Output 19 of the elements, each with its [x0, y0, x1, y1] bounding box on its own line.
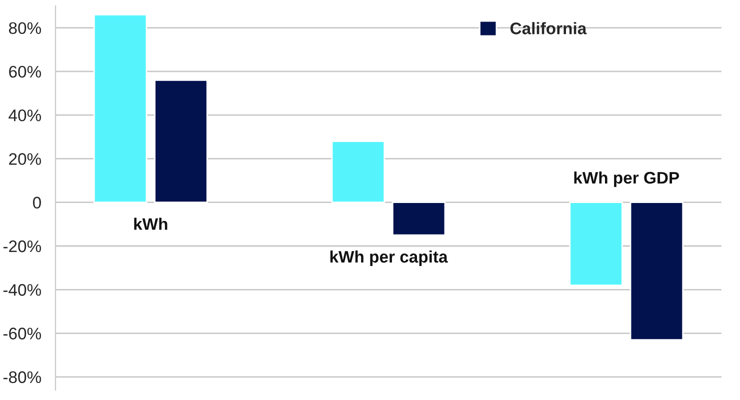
bar [569, 202, 623, 286]
y-tick-label: -40% [3, 284, 42, 296]
y-tick-label: 0 [32, 196, 41, 209]
y-tick-label: -20% [3, 240, 42, 252]
x-tick-label: kWh per capita [330, 250, 448, 266]
y-tick-label: 20% [9, 153, 42, 165]
x-tick-label: kWh per GDP [574, 171, 680, 188]
y-tick-label: -80% [3, 371, 42, 384]
bar [93, 14, 148, 204]
y-tick-label: 80% [8, 22, 42, 34]
x-tick-label: kWh [134, 218, 168, 230]
bar [630, 202, 684, 341]
bar [392, 202, 446, 236]
bar [154, 79, 208, 204]
bar [331, 140, 386, 204]
y-tick-label: 60% [9, 66, 42, 78]
y-tick-label: -60% [3, 328, 42, 340]
legend-label: California [510, 22, 587, 34]
y-tick-label: 40% [8, 109, 42, 122]
